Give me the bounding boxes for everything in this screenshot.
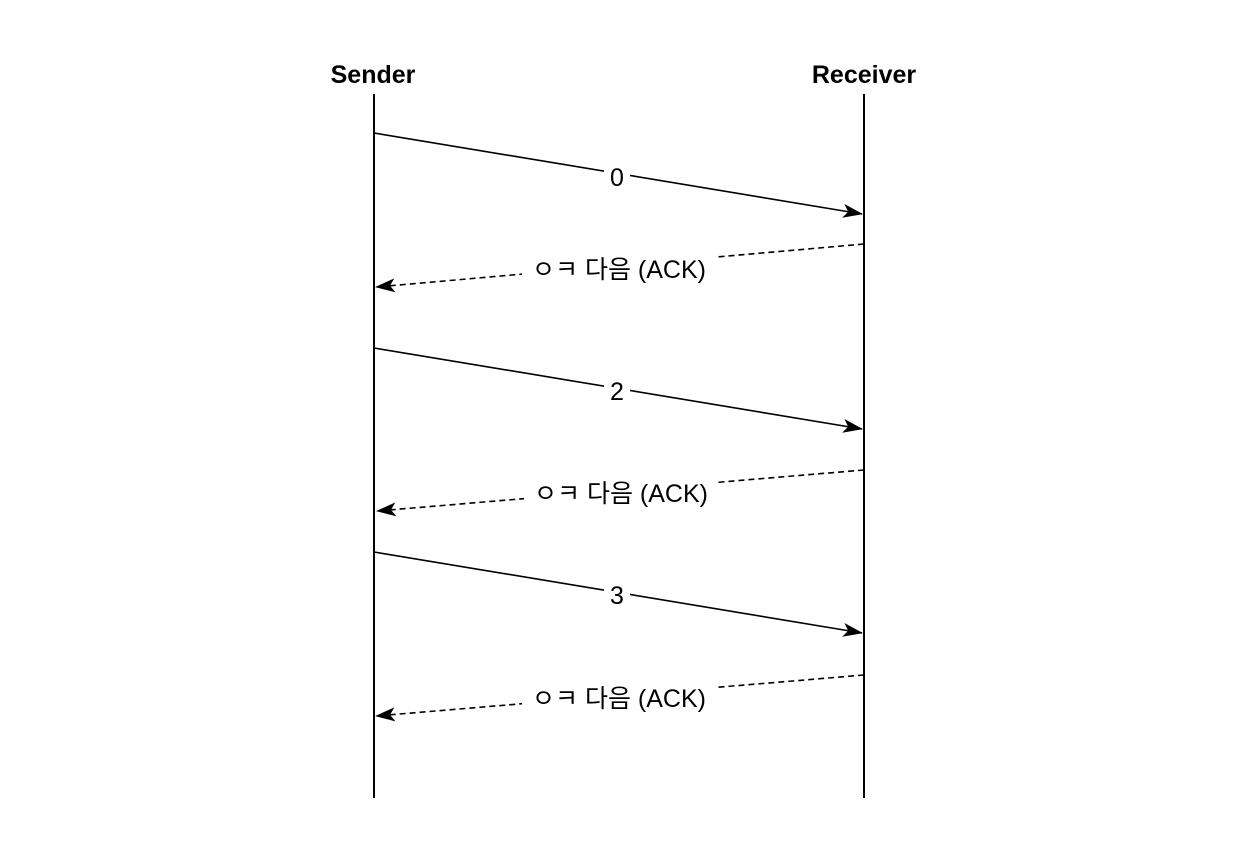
- message-3: 3: [373, 551, 863, 637]
- ack-message-2: ㅇㅋ 다음 (ACK): [376, 469, 865, 517]
- sender-label: Sender: [331, 61, 416, 89]
- message-0: 0: [373, 132, 863, 218]
- message-label: 0: [610, 164, 624, 192]
- message-label: 2: [610, 378, 624, 406]
- ack-message-1: ㅇㅋ 다음 (ACK): [375, 243, 865, 293]
- ack-label: ㅇㅋ 다음 (ACK): [534, 480, 708, 508]
- message-2: 2: [373, 347, 863, 433]
- ack-label: ㅇㅋ 다음 (ACK): [532, 256, 706, 284]
- ack-message-3: ㅇㅋ 다음 (ACK): [375, 674, 865, 722]
- ack-label: ㅇㅋ 다음 (ACK): [532, 685, 706, 713]
- receiver-label: Receiver: [812, 61, 917, 89]
- message-label: 3: [610, 582, 624, 610]
